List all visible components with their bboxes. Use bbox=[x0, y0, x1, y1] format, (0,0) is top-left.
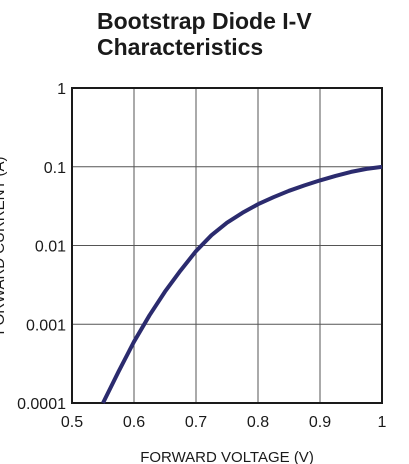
x-tick-label: 1 bbox=[378, 414, 387, 431]
x-tick-label: 0.8 bbox=[247, 414, 269, 431]
y-tick-labels: 0.0001 0.001 0.01 0.1 1 bbox=[17, 81, 66, 413]
y-tick-label: 0.0001 bbox=[17, 396, 66, 413]
y-tick-label: 0.1 bbox=[44, 160, 66, 177]
plot-frame bbox=[71, 87, 383, 404]
chart-title-line-1: Bootstrap Diode I-V bbox=[97, 8, 312, 34]
x-tick-label: 0.5 bbox=[61, 414, 83, 431]
y-tick-label: 1 bbox=[57, 81, 66, 98]
chart-title: Bootstrap Diode I-V Characteristics bbox=[97, 8, 312, 60]
y-axis-label: FORWARD CURRENT (A) bbox=[0, 156, 8, 334]
x-tick-label: 0.9 bbox=[309, 414, 331, 431]
y-tick-label: 0.01 bbox=[35, 239, 66, 256]
series-line bbox=[101, 164, 383, 404]
x-tick-label: 0.7 bbox=[185, 414, 207, 431]
chart-title-line-2: Characteristics bbox=[97, 34, 264, 60]
x-axis-label: FORWARD VOLTAGE (V) bbox=[140, 449, 314, 464]
x-tick-labels: 0.5 0.6 0.7 0.8 0.9 1 bbox=[61, 414, 387, 431]
x-tick-label: 0.6 bbox=[123, 414, 145, 431]
grid-lines bbox=[71, 87, 383, 404]
y-tick-label: 0.001 bbox=[26, 317, 66, 334]
